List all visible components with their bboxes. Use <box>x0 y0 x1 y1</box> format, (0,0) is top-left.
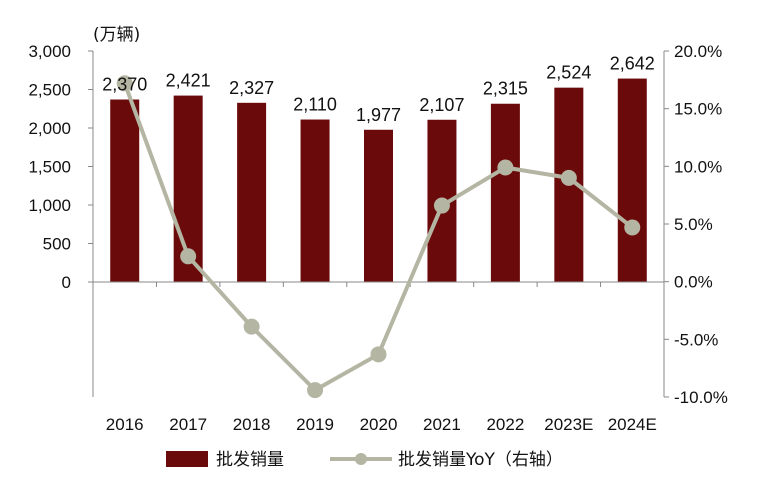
yoy-point <box>560 169 577 186</box>
legend-bar-swatch <box>166 451 208 467</box>
right-tick-label: 15.0% <box>674 100 722 119</box>
left-tick-label: 2,500 <box>28 81 71 100</box>
legend-line-marker <box>355 453 367 465</box>
yoy-point <box>307 382 324 399</box>
left-tick-label: 3,000 <box>28 42 71 61</box>
bar <box>237 102 267 282</box>
bar-value-label: 2,110 <box>293 95 337 115</box>
yoy-line-group <box>116 75 641 399</box>
bar-value-label: 2,421 <box>166 71 211 91</box>
yoy-point <box>243 318 260 335</box>
right-tick-label: 10.0% <box>674 157 722 176</box>
x-category-label: 2016 <box>106 415 144 434</box>
unit-label: (万辆) <box>93 25 140 45</box>
left-tick-label: 1,500 <box>28 158 71 177</box>
bar <box>300 119 330 282</box>
x-category-label: 2023E <box>544 415 593 434</box>
x-category-label: 2020 <box>360 415 398 434</box>
bar-value-label: 2,370 <box>102 75 147 95</box>
legend-bar-label: 批发销量 <box>216 450 284 470</box>
bar-value-label: 2,107 <box>419 95 464 115</box>
x-category-label: 2017 <box>169 415 207 434</box>
bar-labels-group: 2,370 2,421 2,327 2,110 1,977 2,107 2,315 2,524… <box>102 54 655 125</box>
axes-group: 0 500 1,000 1,500 2,000 2,500 3,000 -10.0% -5.0… <box>28 42 727 434</box>
x-axis-ticks: 2016 2017 2018 2019 2020 2021 2022 2023E 2024E <box>92 282 665 434</box>
right-tick-label: -10.0% <box>674 388 728 407</box>
left-tick-label: 2,000 <box>28 119 71 138</box>
bar-value-label: 2,327 <box>229 78 274 98</box>
right-axis-ticks: -10.0% -5.0% 0.0% 5.0% 10.0% 15.0% 20.0% <box>664 42 728 407</box>
yoy-point <box>116 75 133 92</box>
bar-value-label: 2,524 <box>546 63 591 83</box>
x-category-label: 2019 <box>296 415 334 434</box>
right-tick-label: 5.0% <box>674 215 713 234</box>
yoy-point <box>433 197 450 214</box>
right-tick-label: 20.0% <box>674 42 722 61</box>
x-category-label: 2021 <box>423 415 461 434</box>
bar-value-label: 2,315 <box>483 79 528 99</box>
left-tick-label: 0 <box>62 273 71 292</box>
legend: 批发销量 批发销量YoY（右轴） <box>166 450 563 470</box>
bar <box>617 78 647 282</box>
x-category-label: 2018 <box>233 415 271 434</box>
bar-value-label: 2,642 <box>610 54 655 74</box>
bar <box>490 103 520 283</box>
bar <box>364 129 393 282</box>
x-category-label: 2022 <box>486 415 524 434</box>
x-category-label: 2024E <box>608 415 657 434</box>
left-tick-label: 1,000 <box>28 196 71 215</box>
bar-value-label: 1,977 <box>356 105 401 125</box>
left-axis-ticks: 0 500 1,000 1,500 2,000 2,500 3,000 <box>28 42 93 292</box>
yoy-point <box>370 346 387 363</box>
yoy-point <box>497 159 514 176</box>
bar <box>110 99 140 282</box>
legend-line-label: 批发销量YoY（右轴） <box>398 450 563 470</box>
yoy-point <box>180 248 197 265</box>
right-tick-label: 0.0% <box>674 273 713 292</box>
right-tick-label: -5.0% <box>674 330 718 349</box>
left-tick-label: 500 <box>43 235 71 254</box>
yoy-point <box>624 219 641 236</box>
